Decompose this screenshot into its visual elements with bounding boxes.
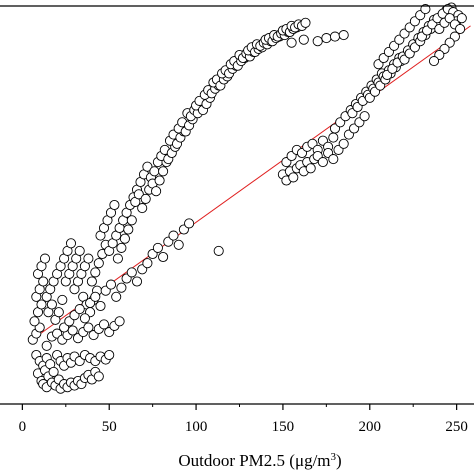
data-point: [173, 239, 184, 250]
data-point: [74, 304, 85, 315]
data-point: [93, 371, 104, 382]
data-point: [142, 258, 153, 269]
data-point: [116, 282, 127, 293]
x-tick-label: 0: [19, 419, 27, 435]
data-point: [112, 253, 123, 264]
data-point: [93, 258, 104, 269]
x-axis-title: Outdoor PM2.5 (μg/m3): [178, 451, 341, 470]
data-point: [329, 31, 341, 42]
data-point: [328, 132, 339, 143]
data-point: [420, 4, 431, 15]
data-point: [126, 215, 137, 226]
data-point: [90, 291, 101, 302]
data-point: [312, 36, 323, 47]
data-point: [456, 13, 467, 24]
x-axis-ticks: 0 50 100 150 200 250: [19, 404, 468, 435]
data-point: [90, 267, 101, 278]
data-point: [137, 203, 148, 214]
data-point: [98, 319, 110, 330]
data-point: [95, 300, 106, 312]
data-point: [86, 276, 97, 287]
data-point: [152, 242, 163, 253]
data-point: [53, 307, 64, 318]
data-point: [154, 175, 165, 186]
x-axis-title-superscript: 3: [331, 451, 337, 463]
x-axis-title-close: ): [336, 451, 342, 470]
data-point: [298, 34, 309, 45]
data-point: [428, 56, 440, 67]
data-point: [142, 161, 153, 172]
x-tick-label: 250: [445, 419, 468, 435]
data-point: [338, 30, 349, 41]
data-point: [213, 245, 224, 256]
data-points: [27, 2, 467, 394]
data-point: [300, 17, 311, 28]
x-tick-label: 100: [185, 419, 208, 435]
data-point: [105, 279, 117, 290]
data-point: [317, 157, 328, 168]
x-tick-label: 50: [102, 419, 117, 435]
data-point: [39, 253, 51, 264]
data-point: [359, 111, 370, 122]
data-point: [109, 199, 120, 211]
data-point: [29, 316, 40, 327]
data-point: [79, 313, 90, 324]
data-point: [168, 230, 179, 241]
data-point: [83, 322, 94, 333]
data-point: [41, 340, 52, 351]
data-point: [48, 366, 59, 377]
data-point: [104, 349, 115, 361]
data-point: [38, 276, 49, 287]
axes: [0, 5, 474, 405]
data-point: [286, 37, 297, 48]
data-point: [288, 172, 299, 183]
data-point: [305, 163, 316, 174]
data-point: [328, 154, 339, 165]
data-point: [184, 218, 195, 229]
data-point: [65, 238, 77, 249]
data-point: [111, 291, 122, 302]
data-point: [455, 23, 466, 35]
data-point: [83, 253, 94, 264]
x-tick-label: 150: [272, 419, 295, 435]
data-point: [116, 242, 127, 253]
data-point: [114, 316, 125, 327]
data-point: [74, 245, 85, 256]
data-point: [149, 166, 160, 177]
x-axis-title-text: Outdoor PM2.5 (μg/m: [178, 451, 330, 470]
data-point: [133, 189, 144, 200]
data-point: [158, 251, 169, 263]
data-point: [338, 138, 349, 149]
data-point: [57, 294, 68, 305]
data-point: [36, 299, 47, 310]
data-point: [131, 276, 143, 287]
data-point: [119, 233, 130, 244]
data-point: [126, 267, 137, 278]
data-point: [46, 299, 57, 310]
data-point: [158, 166, 169, 177]
data-point: [151, 186, 162, 197]
data-point: [321, 33, 332, 44]
data-point: [140, 193, 151, 204]
x-tick-label: 200: [359, 419, 382, 435]
data-point: [123, 224, 134, 235]
